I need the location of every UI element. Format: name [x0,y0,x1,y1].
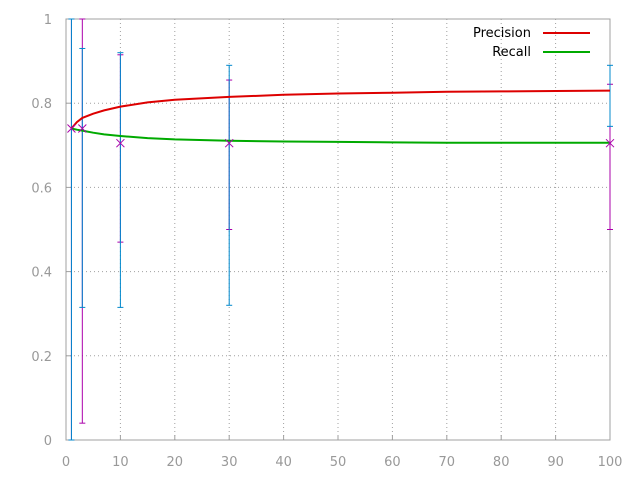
point-marker-stroke [77,124,87,133]
x-tick-label: 40 [275,455,292,470]
legend-label-precision: Precision [473,26,531,41]
x-tick-label: 70 [439,455,456,470]
x-tick-label: 10 [112,455,129,470]
x-tick-label: 80 [493,455,510,470]
error-bars [68,18,613,441]
x-tick-label: 90 [547,455,564,470]
x-tick-label: 0 [62,455,70,470]
x-tick-label: 50 [330,455,347,470]
plot-frame [65,18,611,441]
data-point [605,138,615,148]
point-marker-stroke [116,138,125,148]
series-line-recall [71,127,610,144]
y-tick-label: 1 [44,13,52,28]
data-point [67,124,76,133]
legend: Precision Recall [473,26,590,60]
series-lines [70,89,611,144]
point-marker-stroke [224,138,234,148]
data-point [224,138,234,148]
grid [65,18,611,441]
tick-labels: 0 10 20 30 40 50 60 70 80 90 100 0 0.2 0.4 0.6 0.8 1 [31,13,622,470]
data-point [116,138,125,148]
x-tick-label: 20 [167,455,184,470]
data-points [67,124,615,148]
y-tick-label: 0.2 [31,350,52,365]
x-tick-label: 100 [598,455,623,470]
y-tick-label: 0 [44,434,52,449]
series-line-precision [70,89,611,130]
y-tick-label: 0.8 [31,97,52,112]
x-tick-label: 30 [221,455,238,470]
y-tick-label: 0.4 [31,266,52,281]
point-marker-stroke [605,138,615,148]
y-tick-label: 0.6 [31,181,52,196]
x-tick-label: 60 [384,455,401,470]
point-marker-stroke [67,124,76,133]
legend-label-recall: Recall [492,45,531,60]
data-point [77,124,87,133]
